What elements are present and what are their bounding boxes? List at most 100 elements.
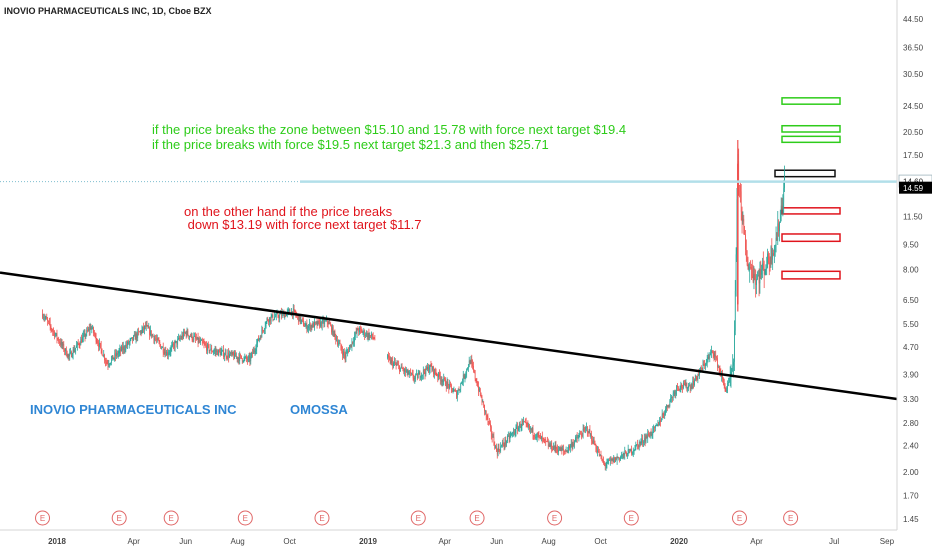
earnings-marker-icon[interactable]: E: [410, 510, 426, 526]
candle: [211, 344, 213, 355]
candle: [605, 461, 607, 471]
candle: [770, 245, 772, 268]
candle: [468, 356, 470, 368]
candle: [751, 263, 752, 281]
candle: [734, 320, 735, 372]
candle: [442, 379, 444, 387]
candle: [146, 320, 148, 327]
earnings-marker-icon[interactable]: E: [731, 510, 747, 526]
candle: [361, 328, 363, 334]
candle: [537, 431, 539, 438]
candle: [153, 335, 155, 344]
candle: [763, 260, 765, 289]
candle: [97, 338, 99, 347]
candle: [340, 343, 342, 351]
candle: [628, 448, 630, 454]
zone-target-0[interactable]: [781, 97, 841, 105]
candle: [232, 351, 234, 356]
candle: [715, 350, 717, 363]
candle: [425, 365, 427, 377]
descending-trendline[interactable]: [0, 271, 898, 401]
earnings-marker-icon[interactable]: E: [547, 510, 563, 526]
candle: [598, 448, 600, 457]
candle: [137, 328, 139, 341]
earnings-marker-icon[interactable]: E: [163, 510, 179, 526]
candle: [539, 435, 541, 439]
candle: [529, 424, 530, 433]
candle: [336, 335, 338, 342]
candle: [66, 350, 68, 359]
earnings-marker-icon[interactable]: E: [111, 510, 127, 526]
candle: [411, 369, 413, 376]
candle: [330, 322, 332, 327]
candle: [677, 385, 679, 392]
candle: [133, 331, 135, 337]
candle: [595, 443, 597, 453]
earnings-marker-icon[interactable]: E: [35, 510, 51, 526]
zone-downside-5[interactable]: [781, 233, 841, 243]
candle: [610, 456, 612, 465]
candle: [780, 197, 782, 222]
candle: [331, 324, 332, 335]
candle: [439, 371, 441, 385]
zone-target-2[interactable]: [781, 135, 841, 144]
candle: [519, 420, 521, 429]
zone-target-1[interactable]: [781, 124, 841, 133]
y-tick-label: 3.90: [903, 370, 919, 379]
candle: [355, 327, 357, 335]
candle: [96, 337, 98, 344]
zone-breakout-3[interactable]: [774, 169, 836, 178]
candle: [150, 330, 152, 339]
candle: [114, 349, 116, 362]
zone-downside-6[interactable]: [781, 270, 841, 280]
candle: [546, 440, 547, 443]
candle: [151, 333, 153, 338]
candle: [558, 446, 560, 451]
candle: [76, 341, 78, 351]
earnings-marker-icon[interactable]: E: [469, 510, 485, 526]
time-axis[interactable]: 2018 Apr Jun Aug Oct 2019 Apr Jun Aug Oct 2020 Apr J…: [48, 537, 894, 546]
candle: [727, 380, 729, 394]
candle: [275, 313, 276, 318]
candle: [229, 350, 230, 359]
svg-text:E: E: [416, 514, 421, 523]
candle: [648, 430, 649, 437]
earnings-marker-icon[interactable]: E: [783, 510, 799, 526]
candle: [540, 432, 542, 440]
earnings-marker-icon[interactable]: E: [314, 510, 330, 526]
earnings-marker-icon[interactable]: E: [237, 510, 253, 526]
candle: [520, 423, 522, 432]
candle: [103, 350, 105, 358]
candle: [194, 332, 196, 337]
candle: [670, 394, 672, 403]
candle: [576, 432, 578, 443]
candle: [81, 334, 83, 344]
candle: [473, 369, 475, 374]
candle: [707, 352, 709, 363]
candle: [615, 457, 616, 463]
candle: [76, 340, 77, 348]
zone-downside-4[interactable]: [781, 207, 841, 215]
candle: [547, 438, 549, 450]
candle: [568, 444, 570, 454]
candle: [75, 347, 77, 355]
candle: [79, 341, 81, 349]
price-axis-bg[interactable]: [897, 0, 932, 530]
candle: [50, 324, 52, 334]
candle: [782, 194, 784, 217]
candle: [212, 350, 213, 353]
candle: [561, 444, 563, 455]
earnings-marker-icon[interactable]: E: [623, 510, 639, 526]
candle: [671, 396, 673, 403]
candle: [116, 349, 117, 360]
candle: [647, 429, 649, 443]
candle: [474, 369, 476, 382]
candle: [222, 349, 224, 352]
candle: [477, 380, 479, 388]
time-axis-bg[interactable]: [0, 530, 932, 550]
candle: [356, 327, 358, 339]
candle: [565, 446, 567, 452]
candle: [339, 339, 341, 344]
